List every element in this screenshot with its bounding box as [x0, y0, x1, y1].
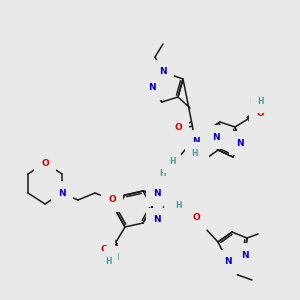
Text: H: H: [160, 169, 166, 178]
Text: N: N: [153, 215, 161, 224]
Text: O: O: [41, 158, 49, 167]
Text: H: H: [118, 257, 124, 266]
Text: H: H: [169, 158, 175, 166]
Text: H: H: [106, 257, 112, 266]
Text: O: O: [256, 109, 264, 118]
Text: N: N: [236, 139, 244, 148]
Text: N: N: [212, 133, 220, 142]
Text: H: H: [191, 148, 197, 158]
Text: N: N: [58, 188, 66, 197]
Text: N: N: [159, 68, 167, 76]
Text: O: O: [174, 124, 182, 133]
Text: N: N: [111, 254, 119, 262]
Text: N: N: [148, 83, 156, 92]
Text: O: O: [100, 245, 108, 254]
Text: H: H: [175, 202, 181, 211]
Text: H: H: [243, 98, 249, 106]
Text: N: N: [192, 137, 200, 146]
Text: O: O: [108, 196, 116, 205]
Text: N: N: [249, 97, 257, 106]
Text: H: H: [257, 98, 263, 106]
Text: N: N: [224, 257, 232, 266]
Text: N: N: [171, 208, 179, 217]
Text: O: O: [192, 214, 200, 223]
Text: N: N: [194, 155, 202, 164]
Text: N: N: [241, 250, 249, 260]
Text: N: N: [153, 190, 161, 199]
